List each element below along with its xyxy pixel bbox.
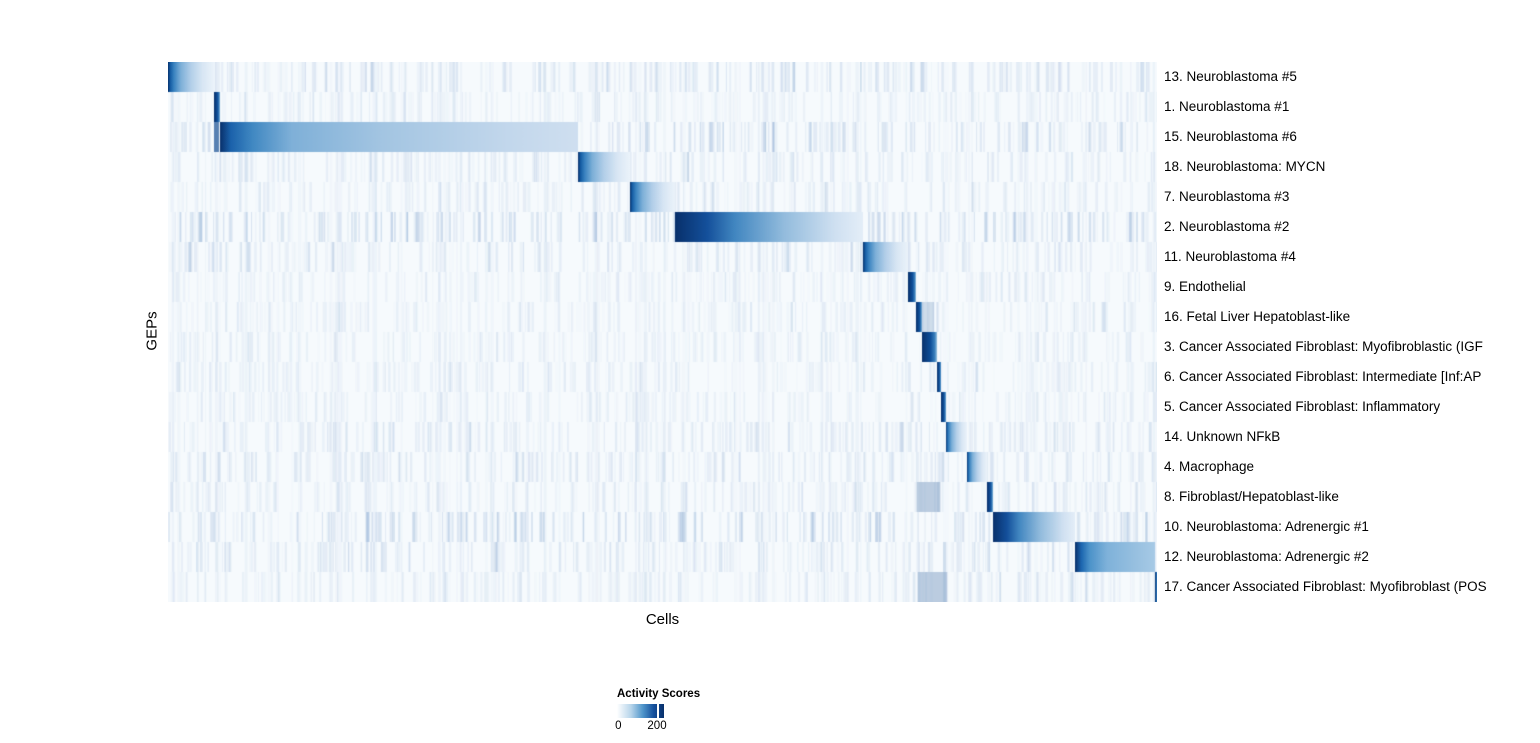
row-label: 12. Neuroblastoma: Adrenergic #2: [1164, 549, 1369, 564]
y-axis-label: GEPs: [143, 311, 161, 351]
row-label: 7. Neuroblastoma #3: [1164, 189, 1290, 204]
row-label: 9. Endothelial: [1164, 279, 1246, 294]
legend-gradient-bar: [617, 704, 664, 718]
row-label: 14. Unknown NFkB: [1164, 429, 1281, 444]
row-label: 6. Cancer Associated Fibroblast: Interme…: [1164, 369, 1482, 384]
x-axis-label: Cells: [645, 611, 680, 628]
row-label: 1. Neuroblastoma #1: [1164, 99, 1290, 114]
colorbar-legend: Activity Scores 0 200: [615, 688, 737, 734]
row-label: 10. Neuroblastoma: Adrenergic #1: [1164, 519, 1369, 534]
row-label: 18. Neuroblastoma: MYCN: [1164, 159, 1326, 174]
row-label: 3. Cancer Associated Fibroblast: Myofibr…: [1164, 339, 1483, 354]
row-label: 8. Fibroblast/Hepatoblast-like: [1164, 489, 1339, 504]
row-label: 5. Cancer Associated Fibroblast: Inflamm…: [1164, 399, 1441, 414]
row-label: 15. Neuroblastoma #6: [1164, 129, 1297, 144]
legend-200-label: 200: [647, 720, 667, 732]
row-label: 11. Neuroblastoma #4: [1164, 249, 1296, 264]
row-label: 17. Cancer Associated Fibroblast: Myofib…: [1164, 579, 1487, 594]
heatmap-canvas: [168, 62, 1157, 602]
row-label: 16. Fetal Liver Hepatoblast-like: [1164, 309, 1351, 324]
legend-tick-mark: [657, 704, 659, 718]
row-labels: 13. Neuroblastoma #5 1. Neuroblastoma #1 1…: [1164, 62, 1540, 602]
row-label: 13. Neuroblastoma #5: [1164, 69, 1297, 84]
row-label: 2. Neuroblastoma #2: [1164, 219, 1290, 234]
row-label: 4. Macrophage: [1164, 459, 1255, 474]
legend-title: Activity Scores: [617, 688, 701, 700]
legend-tick-labels: 0 200: [615, 720, 737, 734]
legend-min-label: 0: [615, 720, 622, 732]
